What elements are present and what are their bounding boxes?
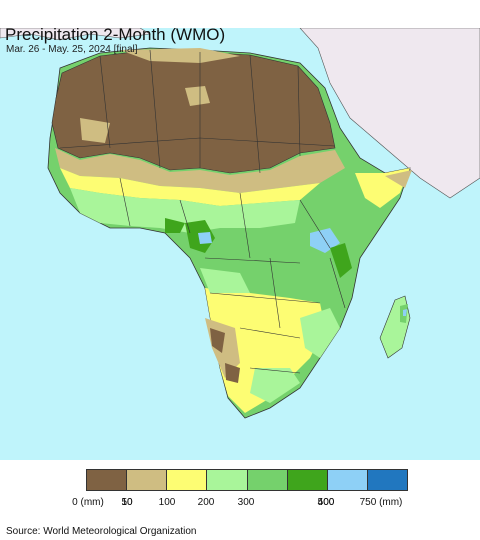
legend-swatch-3: [207, 470, 248, 490]
legend-swatch-4: [247, 470, 288, 490]
sahel-tan-band: [55, 148, 345, 193]
legend-swatch-7: [367, 470, 407, 490]
middle-east-landmass: [299, 28, 480, 199]
congo-blue-patch: [198, 232, 212, 244]
legend-swatch-1: [127, 470, 168, 490]
africa-map-graphic: [0, 28, 480, 419]
legend-label-1: 10: [121, 497, 133, 508]
sahara-tan-west: [80, 118, 110, 143]
west-africa-lightgreen: [70, 188, 300, 233]
legend-label-3: 100: [158, 497, 176, 508]
east-africa-darkgreen: [330, 243, 352, 278]
angola-green: [200, 268, 250, 293]
precipitation-map: Precipitation 2-Month (WMO) Mar. 26 - Ma…: [0, 28, 480, 460]
legend-swatch-5: [287, 470, 328, 490]
map-title: Precipitation 2-Month (WMO): [5, 28, 226, 44]
sahara-tan-central: [185, 86, 210, 106]
legend-label-6: 400: [317, 497, 335, 508]
madagascar-blue: [403, 309, 407, 316]
source-credit: Source: World Meteorological Organizatio…: [6, 526, 197, 537]
color-legend: [86, 469, 408, 491]
legend-swatch-0: [87, 470, 128, 490]
legend-label-7: 500: [317, 497, 335, 508]
legend-label-2: 50: [121, 497, 133, 508]
namibia-dry-brown: [210, 328, 225, 353]
europe-landmass: [0, 28, 151, 41]
legend-label-5: 300: [237, 497, 255, 508]
sahel-yellow-band: [60, 168, 320, 206]
gulf-of-guinea-wet: [165, 218, 185, 233]
south-africa-green: [250, 368, 300, 403]
map-subtitle: Mar. 26 - May. 25, 2024 [final]: [6, 44, 138, 55]
legend-swatch-2: [167, 470, 208, 490]
legend-swatch-6: [327, 470, 368, 490]
kalahari-brown: [225, 363, 240, 383]
sahara-dry-region: [51, 49, 336, 174]
legend-label-0: 0 (mm): [72, 497, 104, 508]
horn-of-africa-tan: [385, 170, 412, 188]
country-borders: [59, 49, 346, 374]
legend-label-4: 200: [197, 497, 215, 508]
mozambique-green: [300, 308, 340, 358]
legend-label-8: 750 (mm): [359, 497, 403, 508]
